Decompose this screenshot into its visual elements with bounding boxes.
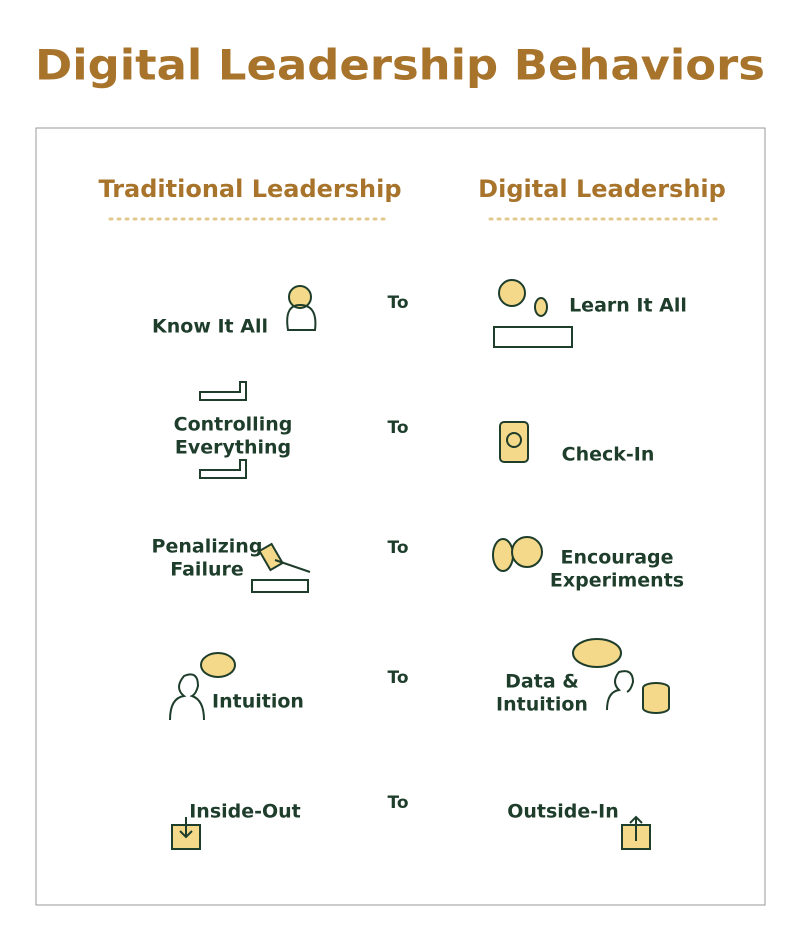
traditional-behavior: Intuition	[212, 691, 304, 713]
icon	[511, 536, 543, 568]
icon	[606, 670, 635, 711]
icon	[493, 326, 573, 348]
icon	[286, 303, 317, 331]
digital-behavior: Data &	[505, 671, 579, 693]
connector-label: To	[387, 418, 408, 438]
icon	[199, 381, 247, 401]
digital-behavior: Experiments	[550, 570, 684, 592]
traditional-behavior: Penalizing	[152, 536, 263, 558]
connector-label: To	[387, 538, 408, 558]
icon	[258, 542, 284, 572]
traditional-behavior: Failure	[170, 559, 244, 581]
traditional-behavior: Inside-Out	[189, 801, 301, 823]
connector-label: To	[387, 793, 408, 813]
icon	[169, 673, 205, 721]
digital-behavior: Outside-In	[507, 801, 619, 823]
panel-border	[35, 127, 766, 906]
icon	[534, 297, 548, 317]
column-header: Traditional Leadership	[98, 175, 401, 203]
icon	[251, 579, 309, 593]
icon	[642, 688, 670, 714]
icon	[498, 279, 526, 307]
traditional-behavior: Know It All	[152, 316, 268, 338]
digital-behavior: Check-In	[562, 444, 655, 466]
digital-behavior: Intuition	[496, 694, 588, 716]
icon	[629, 815, 643, 841]
icon	[499, 421, 529, 463]
connector-label: To	[387, 293, 408, 313]
icon	[200, 652, 236, 678]
icon	[572, 638, 622, 668]
icon	[199, 459, 247, 479]
icon	[179, 817, 193, 839]
digital-behavior: Learn It All	[569, 295, 687, 317]
icon	[492, 538, 514, 572]
icon	[274, 559, 311, 573]
digital-behavior: Encourage	[560, 547, 673, 569]
icon	[506, 432, 522, 448]
traditional-behavior: Everything	[175, 437, 291, 459]
icon	[288, 285, 312, 309]
traditional-behavior: Controlling	[174, 414, 293, 436]
connector-label: To	[387, 668, 408, 688]
column-header: Digital Leadership	[478, 175, 726, 203]
page-title: Digital Leadership Behaviors	[35, 41, 765, 90]
